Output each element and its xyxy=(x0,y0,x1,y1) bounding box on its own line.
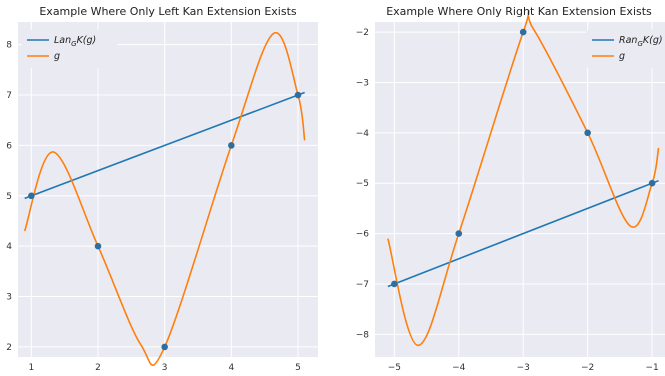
g-curve xyxy=(387,9,660,347)
x-tick-label: 3 xyxy=(162,363,168,373)
y-tick-label: −7 xyxy=(356,280,369,290)
left-legend: LanGK(g) g xyxy=(22,30,118,68)
data-point xyxy=(648,179,656,187)
y-tick-label: −3 xyxy=(356,78,369,88)
left-chart: 1 2 3 4 5 2 3 4 5 6 7 8 Example Where Only Left Ka… xyxy=(6,5,318,373)
right-chart: −5 −4 −3 −2 −1 −2 −3 −4 −5 −6 −7 −8 Example Where … xyxy=(356,5,665,373)
x-tick-label: 5 xyxy=(295,363,301,373)
x-tick-label: 1 xyxy=(28,363,34,373)
y-tick-label: 8 xyxy=(6,41,12,51)
y-tick-label: −2 xyxy=(356,28,369,38)
x-tick-label: 2 xyxy=(95,363,101,373)
right-legend: RanGK(g) g xyxy=(586,30,665,68)
right-chart-title: Example Where Only Right Kan Extension E… xyxy=(386,5,652,18)
data-point xyxy=(584,129,591,137)
data-point xyxy=(455,230,463,237)
x-tick-label: −4 xyxy=(452,363,466,373)
y-tick-label: −4 xyxy=(356,129,370,139)
left-y-tick-labels: 2 3 4 5 6 7 8 xyxy=(6,41,12,353)
y-tick-label: 5 xyxy=(6,192,12,202)
right-points xyxy=(391,28,656,288)
kan-extension-line xyxy=(387,179,659,288)
left-chart-title: Example Where Only Left Kan Extension Ex… xyxy=(39,5,297,18)
x-tick-label: −2 xyxy=(581,363,594,373)
left-points xyxy=(28,91,302,351)
left-series xyxy=(23,31,306,366)
data-point xyxy=(94,242,102,250)
y-tick-label: −8 xyxy=(356,330,370,340)
right-plot-area xyxy=(375,22,665,357)
right-legend-line-label: RanGK(g) xyxy=(619,35,663,48)
data-point xyxy=(294,91,302,99)
y-tick-label: −6 xyxy=(356,230,370,240)
y-tick-label: −5 xyxy=(356,179,369,189)
left-x-tick-labels: 1 2 3 4 5 xyxy=(28,363,300,373)
data-point xyxy=(161,343,168,351)
right-x-tick-labels: −5 −4 −3 −2 −1 xyxy=(388,363,659,373)
right-series xyxy=(387,9,660,347)
data-point xyxy=(228,142,235,149)
right-legend-curve-label: g xyxy=(619,51,625,62)
left-legend-line-label: LanGK(g) xyxy=(54,35,96,48)
y-tick-label: 3 xyxy=(6,293,12,303)
x-tick-label: 4 xyxy=(228,363,234,373)
y-tick-label: 6 xyxy=(6,141,12,151)
data-point xyxy=(391,280,398,288)
y-tick-label: 2 xyxy=(6,343,12,353)
x-tick-label: −3 xyxy=(517,363,530,373)
y-tick-label: 4 xyxy=(6,242,12,252)
x-tick-label: −1 xyxy=(645,363,658,373)
data-point xyxy=(28,192,35,200)
x-tick-label: −5 xyxy=(388,363,401,373)
left-plot-area xyxy=(18,22,318,357)
y-tick-label: 7 xyxy=(6,91,12,101)
left-legend-curve-label: g xyxy=(54,51,60,62)
g-curve xyxy=(23,31,306,366)
right-y-tick-labels: −2 −3 −4 −5 −6 −7 −8 xyxy=(356,28,370,340)
data-point xyxy=(519,28,527,36)
